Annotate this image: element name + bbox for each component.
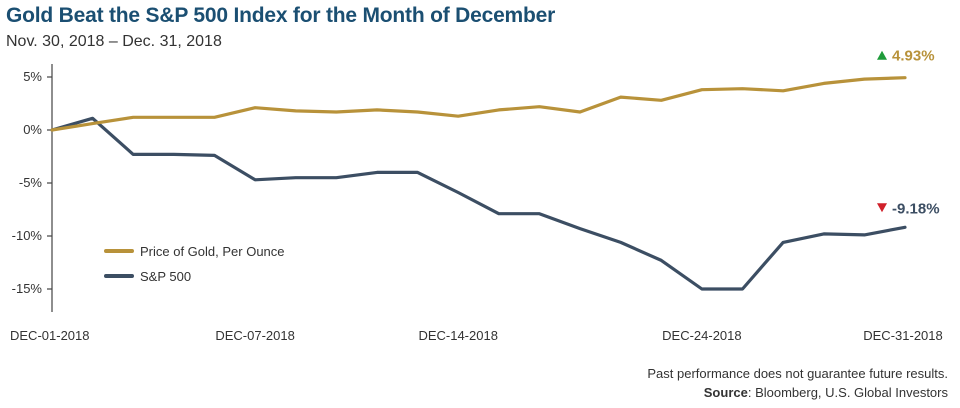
x-tick-label: DEC-31-2018 (863, 328, 943, 343)
y-tick-label: -15% (12, 281, 43, 296)
disclaimer-text: Past performance does not guarantee futu… (647, 366, 948, 381)
x-tick-label: DEC-24-2018 (662, 328, 742, 343)
source-line: Source: Bloomberg, U.S. Global Investors (704, 385, 948, 400)
end-value-label: -9.18% (892, 200, 940, 217)
gold-price-line (50, 76, 907, 132)
up-arrow-icon (877, 50, 887, 60)
legend-label: Price of Gold, Per Ounce (140, 244, 285, 259)
sp500-line (50, 116, 907, 291)
x-tick-label: DEC-07-2018 (215, 328, 295, 343)
source-text: : Bloomberg, U.S. Global Investors (747, 385, 948, 400)
y-tick-label: -10% (12, 228, 43, 243)
y-tick-label: -5% (19, 175, 43, 190)
y-tick-label: 5% (23, 69, 42, 84)
end-value-label: 4.93% (892, 48, 935, 65)
down-arrow-icon (877, 203, 887, 213)
chart-subtitle: Nov. 30, 2018 – Dec. 31, 2018 (6, 33, 222, 50)
x-tick-label: DEC-14-2018 (418, 328, 498, 343)
legend-label: S&P 500 (140, 269, 191, 284)
y-tick-label: 0% (23, 122, 42, 137)
source-label: Source (703, 385, 748, 400)
x-tick-label: DEC-01-2018 (10, 328, 90, 343)
chart-title: Gold Beat the S&P 500 Index for the Mont… (6, 4, 556, 27)
